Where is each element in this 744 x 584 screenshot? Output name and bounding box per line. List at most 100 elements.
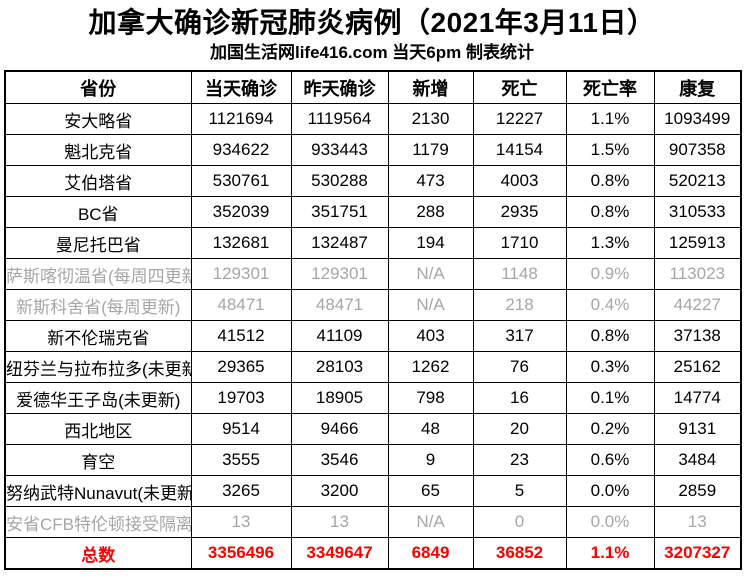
- province-cell: 爱德华王子岛(未更新): [4, 382, 192, 414]
- recovered-cell: 520213: [653, 165, 742, 197]
- new-cases-cell: N/A: [387, 258, 474, 290]
- yesterday-confirmed-cell: 933443: [290, 134, 389, 166]
- death-rate-cell: 0.8%: [565, 196, 655, 228]
- totals-death-rate-cell: 1.1%: [565, 537, 655, 570]
- table-row: 育空 3555 3546 9 23 0.6% 3484: [4, 444, 742, 476]
- death-rate-cell: 0.3%: [565, 351, 655, 383]
- new-cases-cell: N/A: [387, 506, 474, 538]
- column-header-yesterday-confirmed: 昨天确诊: [290, 70, 389, 104]
- new-cases-cell: 288: [387, 196, 474, 228]
- new-cases-cell: 1179: [387, 134, 474, 166]
- province-cell: 努纳武特Nunavut(未更新): [4, 475, 192, 507]
- province-cell: 艾伯塔省: [4, 165, 192, 197]
- province-cell: 萨斯喀彻温省(每周四更新): [4, 258, 192, 290]
- table-row: 曼尼托巴省 132681 132487 194 1710 1.3% 125913: [4, 227, 742, 259]
- province-cell: 曼尼托巴省: [4, 227, 192, 259]
- recovered-cell: 9131: [653, 413, 742, 445]
- province-cell: 魁北克省: [4, 134, 192, 166]
- covid-stats-page: 加拿大确诊新冠肺炎病例（2021年3月11日） 加国生活网life416.com…: [0, 6, 744, 570]
- yesterday-confirmed-cell: 1119564: [290, 103, 389, 135]
- column-header-new-cases: 新增: [387, 70, 474, 104]
- table-header: 省份 当天确诊 昨天确诊 新增 死亡 死亡率 康复: [4, 70, 742, 104]
- today-confirmed-cell: 19703: [190, 382, 292, 414]
- column-header-today-confirmed: 当天确诊: [190, 70, 292, 104]
- today-confirmed-cell: 13: [190, 506, 292, 538]
- table-row: 魁北克省 934622 933443 1179 14154 1.5% 907358: [4, 134, 742, 166]
- page-subtitle: 加国生活网life416.com 当天6pm 制表统计: [209, 43, 534, 62]
- today-confirmed-cell: 9514: [190, 413, 292, 445]
- deaths-cell: 5: [472, 475, 567, 507]
- province-cell: 安大略省: [4, 103, 192, 135]
- today-confirmed-cell: 3265: [190, 475, 292, 507]
- recovered-cell: 13: [653, 506, 742, 538]
- yesterday-confirmed-cell: 41109: [290, 320, 389, 352]
- new-cases-cell: 194: [387, 227, 474, 259]
- column-header-deaths: 死亡: [472, 70, 567, 104]
- table-row: 爱德华王子岛(未更新) 19703 18905 798 16 0.1% 14774: [4, 382, 742, 414]
- table-row: 安大略省 1121694 1119564 2130 12227 1.1% 1093499: [4, 103, 742, 135]
- new-cases-cell: 48: [387, 413, 474, 445]
- table-row: 萨斯喀彻温省(每周四更新) 129301 129301 N/A 1148 0.9% 1130…: [4, 258, 742, 290]
- today-confirmed-cell: 530761: [190, 165, 292, 197]
- totals-recovered-cell: 3207327: [653, 537, 742, 570]
- death-rate-cell: 0.6%: [565, 444, 655, 476]
- column-header-death-rate: 死亡率: [565, 70, 655, 104]
- new-cases-cell: 473: [387, 165, 474, 197]
- totals-row: 总数 3356496 3349647 6849 36852 1.1% 3207327: [4, 537, 742, 570]
- recovered-cell: 2859: [653, 475, 742, 507]
- death-rate-cell: 0.0%: [565, 506, 655, 538]
- death-rate-cell: 0.4%: [565, 289, 655, 321]
- today-confirmed-cell: 41512: [190, 320, 292, 352]
- death-rate-cell: 1.1%: [565, 103, 655, 135]
- recovered-cell: 310533: [653, 196, 742, 228]
- deaths-cell: 4003: [472, 165, 567, 197]
- new-cases-cell: 1262: [387, 351, 474, 383]
- recovered-cell: 14774: [653, 382, 742, 414]
- today-confirmed-cell: 132681: [190, 227, 292, 259]
- totals-label-cell: 总数: [4, 537, 192, 570]
- deaths-cell: 317: [472, 320, 567, 352]
- yesterday-confirmed-cell: 129301: [290, 258, 389, 290]
- province-cell: 新斯科舍省(每周更新): [4, 289, 192, 321]
- yesterday-confirmed-cell: 351751: [290, 196, 389, 228]
- table-row: 纽芬兰与拉布拉多(未更新) 29365 28103 1262 76 0.3% 25162: [4, 351, 742, 383]
- totals-new-cases-cell: 6849: [387, 537, 474, 570]
- deaths-cell: 20: [472, 413, 567, 445]
- table-row: 新不伦瑞克省 41512 41109 403 317 0.8% 37138: [4, 320, 742, 352]
- totals-deaths-cell: 36852: [472, 537, 567, 570]
- deaths-cell: 76: [472, 351, 567, 383]
- table-row: 艾伯塔省 530761 530288 473 4003 0.8% 520213: [4, 165, 742, 197]
- yesterday-confirmed-cell: 48471: [290, 289, 389, 321]
- province-cell: 西北地区: [4, 413, 192, 445]
- death-rate-cell: 0.8%: [565, 320, 655, 352]
- recovered-cell: 44227: [653, 289, 742, 321]
- yesterday-confirmed-cell: 132487: [290, 227, 389, 259]
- recovered-cell: 25162: [653, 351, 742, 383]
- deaths-cell: 0: [472, 506, 567, 538]
- yesterday-confirmed-cell: 3200: [290, 475, 389, 507]
- new-cases-cell: 9: [387, 444, 474, 476]
- death-rate-cell: 0.8%: [565, 165, 655, 197]
- death-rate-cell: 0.2%: [565, 413, 655, 445]
- deaths-cell: 1710: [472, 227, 567, 259]
- yesterday-confirmed-cell: 9466: [290, 413, 389, 445]
- province-cell: 安省CFB特伦顿接受隔离: [4, 506, 192, 538]
- totals-today-confirmed-cell: 3356496: [190, 537, 292, 570]
- province-cell: BC省: [4, 196, 192, 228]
- header-row: 省份 当天确诊 昨天确诊 新增 死亡 死亡率 康复: [4, 70, 742, 104]
- deaths-cell: 218: [472, 289, 567, 321]
- yesterday-confirmed-cell: 28103: [290, 351, 389, 383]
- new-cases-cell: 798: [387, 382, 474, 414]
- table-row: 西北地区 9514 9466 48 20 0.2% 9131: [4, 413, 742, 445]
- death-rate-cell: 0.9%: [565, 258, 655, 290]
- today-confirmed-cell: 352039: [190, 196, 292, 228]
- recovered-cell: 37138: [653, 320, 742, 352]
- province-cell: 新不伦瑞克省: [4, 320, 192, 352]
- today-confirmed-cell: 1121694: [190, 103, 292, 135]
- new-cases-cell: N/A: [387, 289, 474, 321]
- page-title: 加拿大确诊新冠肺炎病例（2021年3月11日）: [88, 7, 656, 38]
- column-header-recovered: 康复: [653, 70, 742, 104]
- today-confirmed-cell: 29365: [190, 351, 292, 383]
- deaths-cell: 2935: [472, 196, 567, 228]
- deaths-cell: 1148: [472, 258, 567, 290]
